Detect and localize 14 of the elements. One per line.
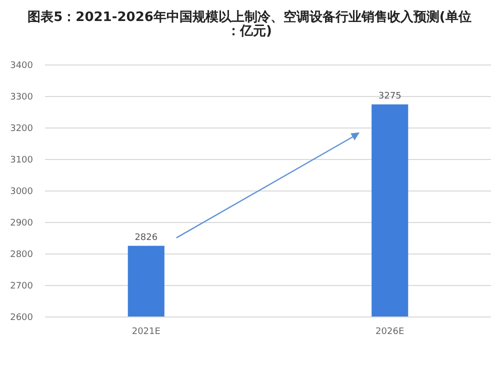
data-label: 2826 (134, 232, 158, 243)
x-tick-label: 2021E (132, 327, 161, 337)
y-tick-label: 2700 (10, 282, 34, 292)
y-tick-label: 3200 (10, 124, 34, 134)
x-tick-label: 2026E (376, 327, 404, 337)
chart-title: 图表5：2021-2026年中国规模以上制冷、空调设备行业销售收入预测(单位：亿元) (28, 9, 472, 39)
y-tick-label: 2600 (10, 313, 34, 324)
y-tick-label: 2900 (10, 218, 34, 229)
y-tick-label: 2800 (10, 250, 34, 260)
y-tick-label: 3300 (10, 92, 34, 103)
y-tick-label: 3400 (10, 61, 34, 72)
data-label: 3275 (378, 91, 402, 102)
y-tick-label: 3100 (10, 156, 34, 166)
y-tick-label: 3000 (10, 187, 34, 198)
